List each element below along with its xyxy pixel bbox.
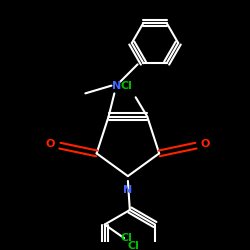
Text: Cl: Cl bbox=[120, 233, 132, 243]
Text: N: N bbox=[112, 81, 121, 91]
Text: O: O bbox=[46, 139, 55, 149]
Text: O: O bbox=[201, 139, 210, 149]
Text: N: N bbox=[123, 185, 132, 195]
Text: Cl: Cl bbox=[120, 81, 132, 91]
Text: Cl: Cl bbox=[128, 241, 140, 250]
